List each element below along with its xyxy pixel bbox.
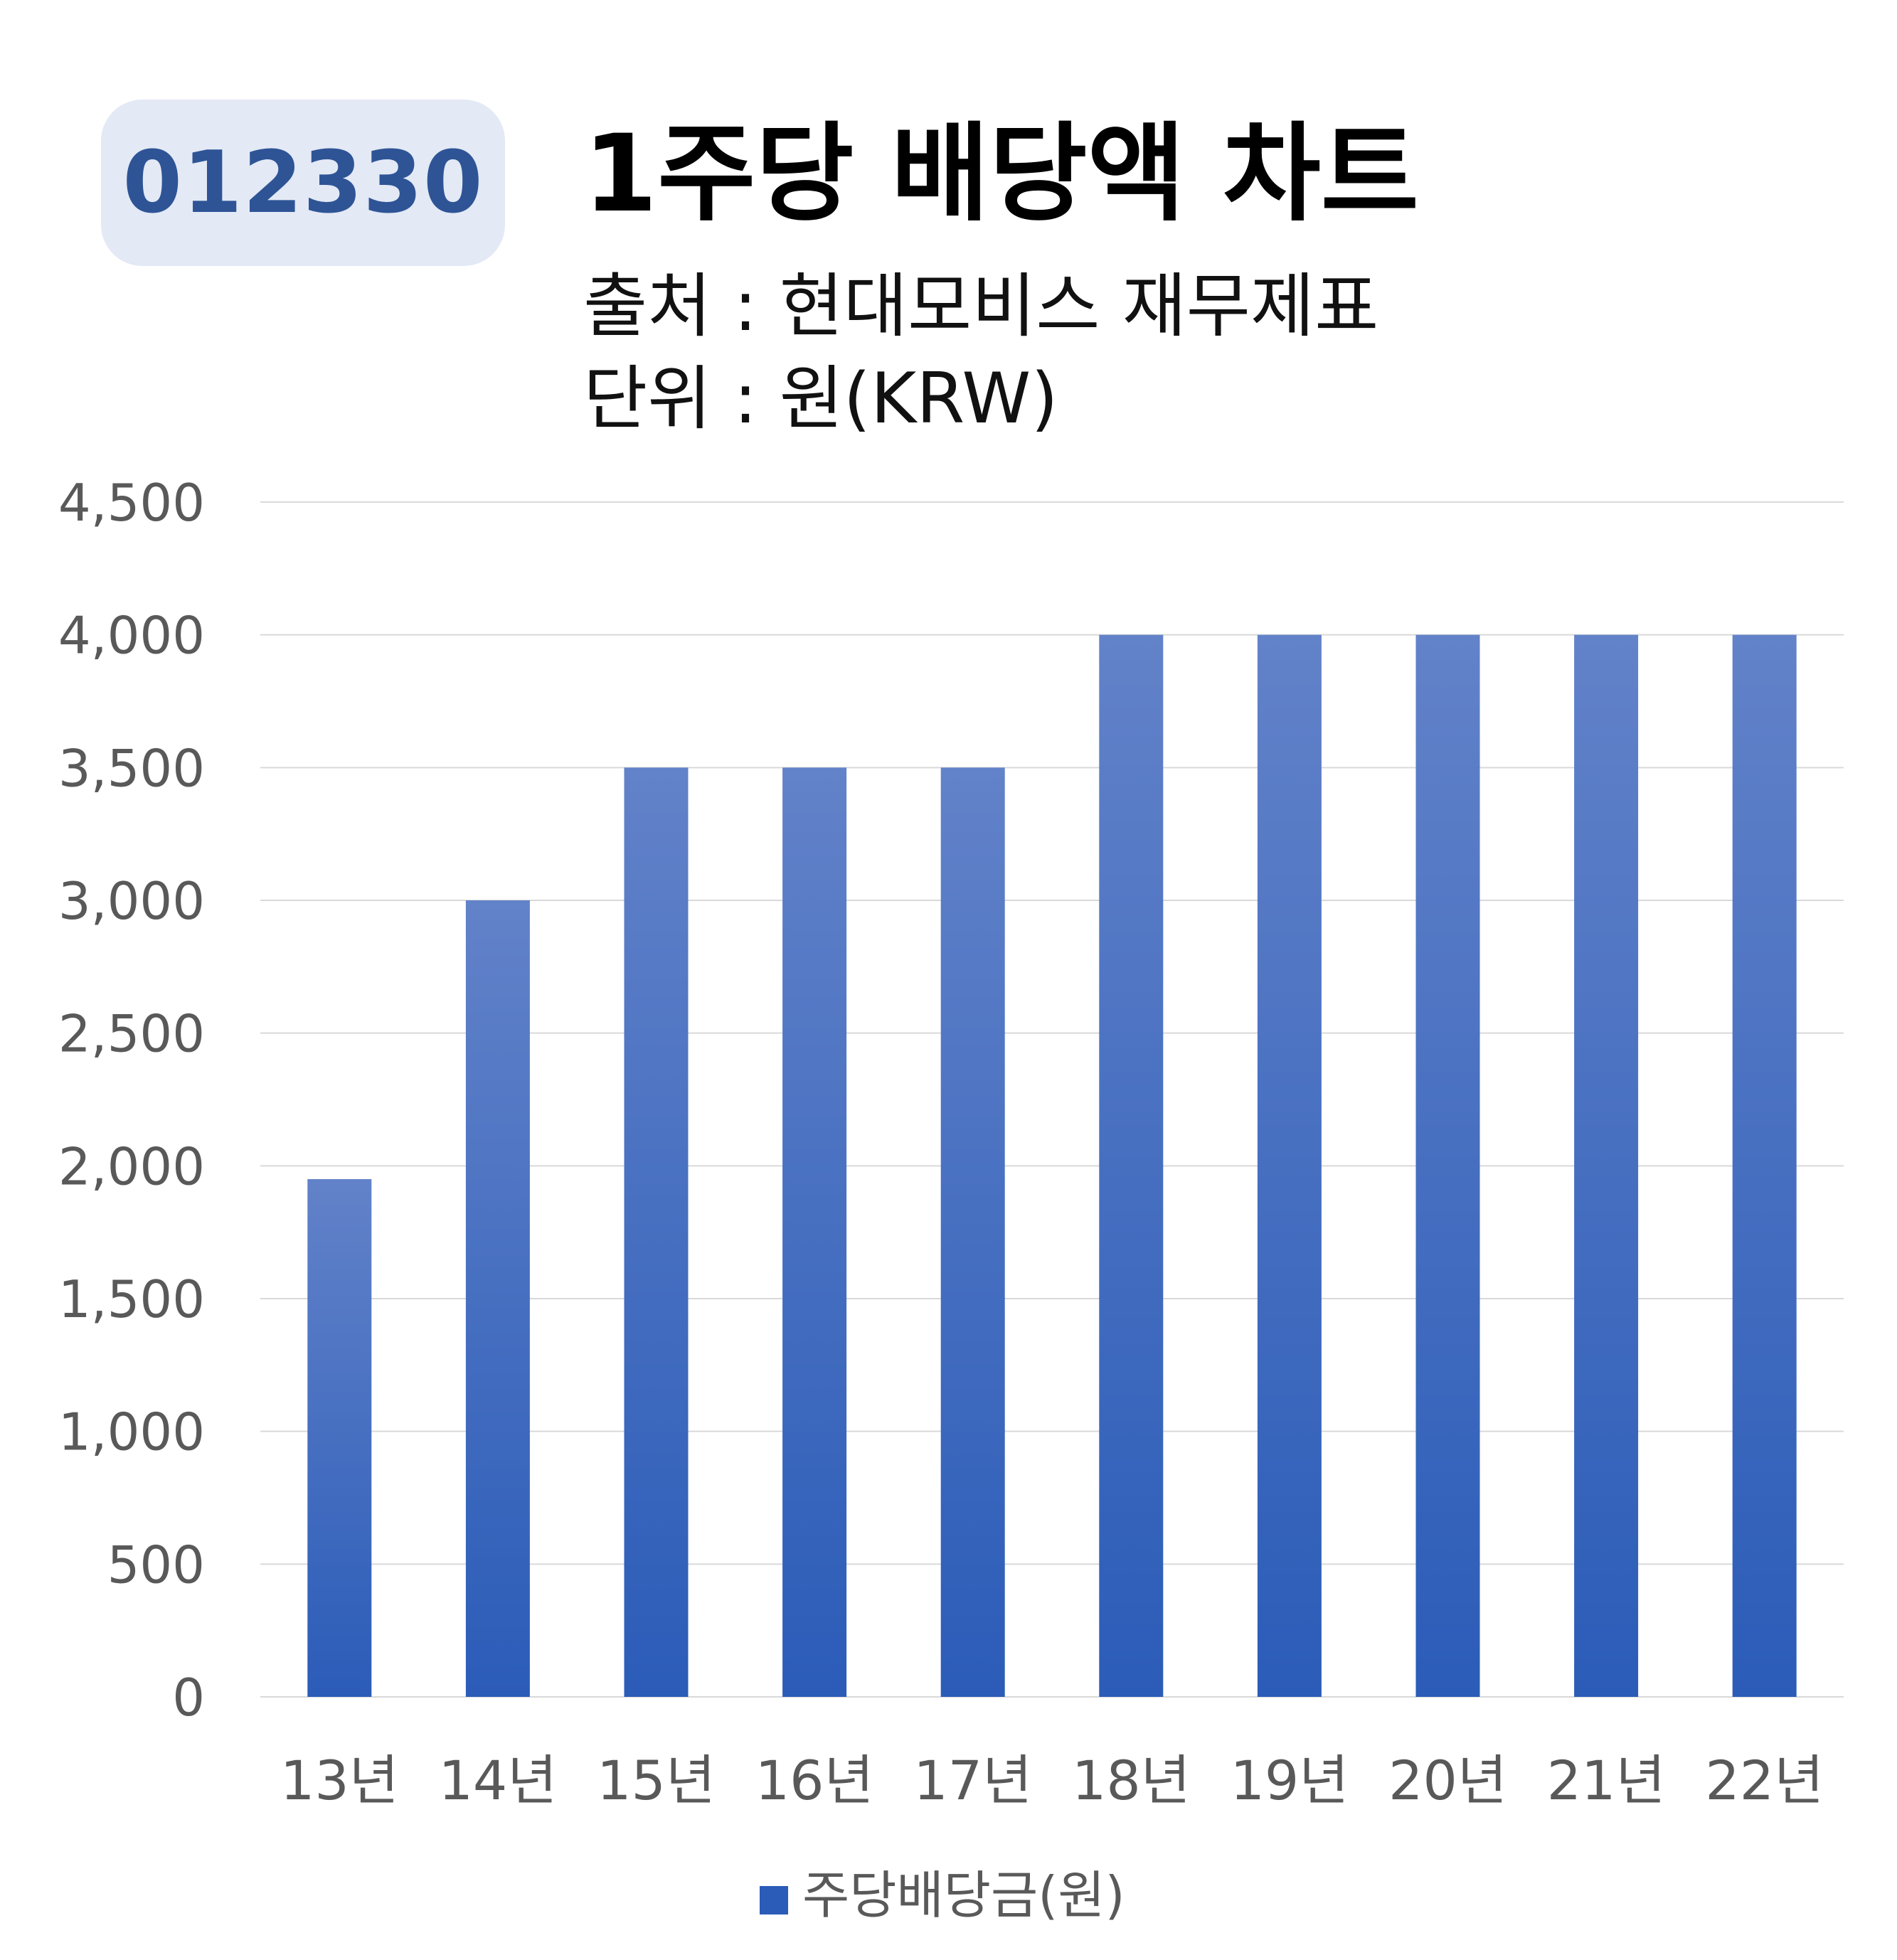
bar (624, 767, 689, 1697)
source-text: 출처 : 현대모비스 재무제표 (583, 266, 1379, 347)
x-axis-ticks: 13년 14년 15년 16년 17년 18년 19년 20년 21년 22년 (280, 1749, 1824, 1812)
stock-code-badge: 012330 (101, 100, 505, 266)
legend: 주당배당금(원) (760, 1865, 1125, 1925)
y-tick-label: 2,000 (58, 1136, 205, 1196)
x-tick-label: 13년 (280, 1749, 399, 1812)
bar (1732, 634, 1797, 1697)
x-tick-label: 21년 (1547, 1749, 1666, 1812)
y-tick-label: 4,000 (58, 606, 205, 666)
bar (465, 900, 530, 1697)
bars (307, 634, 1797, 1697)
bar (1099, 634, 1164, 1697)
y-tick-label: 4,500 (58, 473, 205, 533)
y-tick-label: 3,500 (58, 738, 205, 798)
bar (1574, 634, 1639, 1697)
x-tick-label: 22년 (1705, 1749, 1824, 1812)
y-tick-label: 1,500 (58, 1269, 205, 1329)
bar (782, 767, 847, 1697)
y-tick-label: 0 (172, 1668, 205, 1727)
chart-title: 1주당 배당액 차트 (583, 112, 1419, 236)
bar (307, 1179, 372, 1697)
y-tick-label: 1,000 (58, 1402, 205, 1462)
x-tick-label: 15년 (597, 1749, 716, 1812)
x-tick-label: 18년 (1072, 1749, 1191, 1812)
bar (1415, 634, 1480, 1697)
x-tick-label: 17년 (913, 1749, 1032, 1812)
y-tick-label: 500 (107, 1535, 205, 1594)
y-tick-label: 2,500 (58, 1004, 205, 1064)
legend-swatch (760, 1886, 788, 1914)
x-tick-label: 14년 (439, 1749, 558, 1812)
unit-text: 단위 : 원(KRW) (583, 358, 1058, 440)
stock-code: 012330 (122, 133, 484, 233)
x-tick-label: 19년 (1231, 1749, 1349, 1812)
y-tick-label: 3,000 (58, 871, 205, 931)
legend-label: 주당배당금(원) (802, 1865, 1125, 1925)
y-axis-ticks: 0 500 1,000 1,500 2,000 2,500 3,000 3,500 4,000 4… (58, 473, 205, 1727)
bar (1257, 634, 1322, 1697)
x-tick-label: 16년 (755, 1749, 874, 1812)
bar (940, 767, 1005, 1697)
x-tick-label: 20년 (1388, 1749, 1507, 1812)
